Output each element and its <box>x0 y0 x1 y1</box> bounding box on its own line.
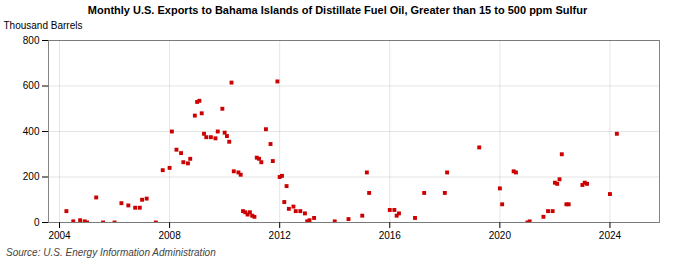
html-text:Monthly U.S. Exports to Bahama: Monthly U.S. Exports to Bahama Islands o… <box>87 4 588 16</box>
svg-text:0: 0 <box>34 217 40 228</box>
svg-text:2008: 2008 <box>158 230 181 241</box>
svg-text:2020: 2020 <box>489 230 512 241</box>
html-text:Source: U.S. Energy Informatio: Source: U.S. Energy Information Administ… <box>6 247 216 258</box>
svg-text:2004: 2004 <box>48 230 71 241</box>
svg-text:600: 600 <box>23 80 40 91</box>
svg-text:800: 800 <box>23 35 40 46</box>
svg-text:400: 400 <box>23 126 40 137</box>
svg-text:2024: 2024 <box>599 230 622 241</box>
svg-text:2012: 2012 <box>269 230 292 241</box>
svg-text:2016: 2016 <box>379 230 402 241</box>
svg-text:Thousand Barrels: Thousand Barrels <box>4 20 83 31</box>
svg-text:200: 200 <box>23 171 40 182</box>
